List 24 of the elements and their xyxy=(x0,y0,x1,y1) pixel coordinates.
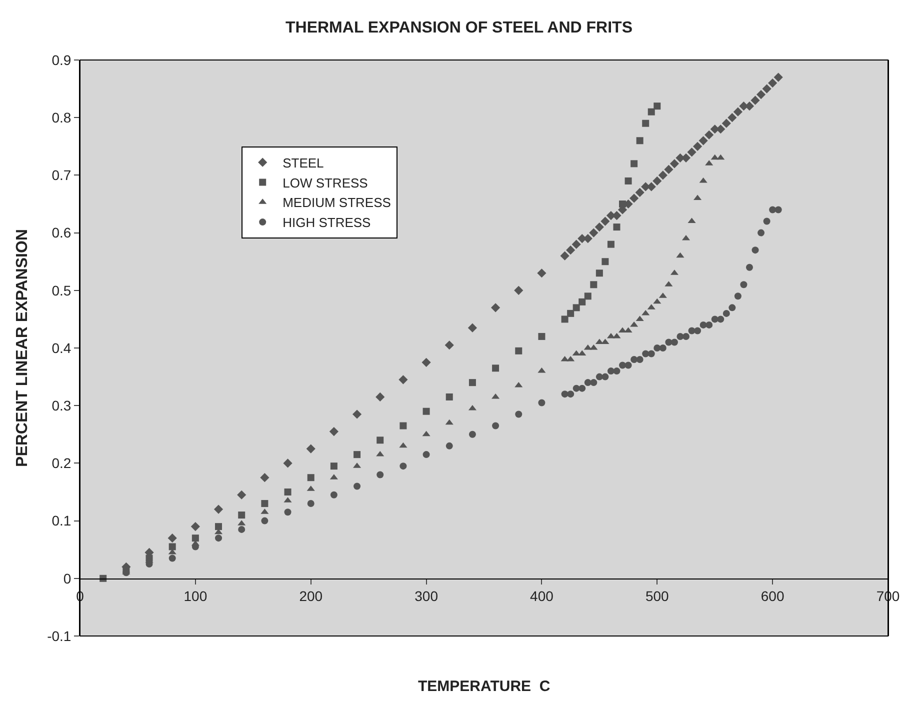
chart-title: THERMAL EXPANSION OF STEEL AND FRITS xyxy=(286,20,633,37)
y-tick-label: -0.1 xyxy=(47,628,72,644)
legend-label: HIGH STRESS xyxy=(282,215,372,230)
y-tick-label: 0.1 xyxy=(52,512,72,529)
y-tick-label: 0.8 xyxy=(52,110,72,126)
y-tick-label: 0.7 xyxy=(52,167,72,184)
y-axis-title: PERCENT LINEAR EXPANSION xyxy=(14,229,31,467)
x-tick-label: 300 xyxy=(414,588,438,604)
x-axis-title: TEMPERATURE C xyxy=(418,678,550,695)
y-tick-label: 0.6 xyxy=(52,224,72,241)
y-tick-label: 0.5 xyxy=(52,282,72,298)
legend-label: STEEL xyxy=(282,155,324,170)
y-tick-label: 0.9 xyxy=(52,52,72,68)
legend-label: MEDIUM STRESS xyxy=(282,195,392,210)
x-tick-label: 200 xyxy=(299,588,323,604)
y-tick-label: 0.3 xyxy=(52,398,72,414)
y-tick-label: 0 xyxy=(63,570,72,586)
x-tick-label: 600 xyxy=(760,588,784,604)
x-tick-label: 500 xyxy=(645,588,670,604)
x-tick-label: 100 xyxy=(184,588,208,604)
y-tick-label: 0.2 xyxy=(52,455,72,472)
y-tick-label: 0.4 xyxy=(52,340,72,356)
x-tick-label: 400 xyxy=(530,588,554,604)
legend-label: LOW STRESS xyxy=(282,175,368,190)
